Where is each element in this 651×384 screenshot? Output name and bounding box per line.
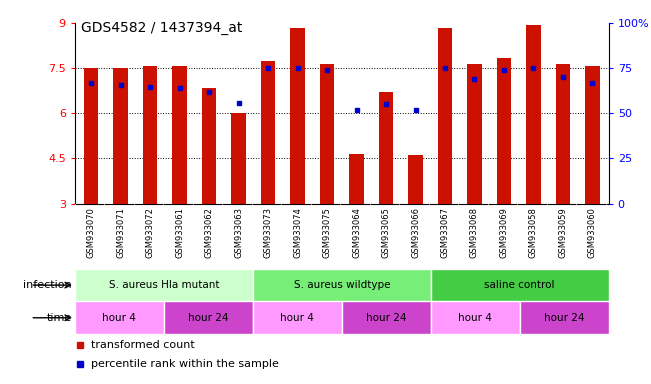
Text: GSM933062: GSM933062 <box>204 207 214 258</box>
Text: hour 4: hour 4 <box>102 313 136 323</box>
Text: GSM933068: GSM933068 <box>470 207 479 258</box>
Text: GSM933064: GSM933064 <box>352 207 361 258</box>
Bar <box>467 64 482 204</box>
Text: GSM933060: GSM933060 <box>588 207 597 258</box>
Bar <box>431 269 609 301</box>
Text: GSM933065: GSM933065 <box>381 207 391 258</box>
Bar <box>202 88 216 204</box>
Bar <box>519 301 609 334</box>
Text: infection: infection <box>23 280 72 290</box>
Text: hour 4: hour 4 <box>458 313 492 323</box>
Text: GSM933061: GSM933061 <box>175 207 184 258</box>
Bar <box>143 66 158 204</box>
Bar <box>585 66 600 204</box>
Text: GSM933070: GSM933070 <box>87 207 96 258</box>
Bar <box>260 61 275 204</box>
Bar <box>320 64 335 204</box>
Bar <box>164 301 253 334</box>
Text: transformed count: transformed count <box>91 339 195 350</box>
Text: percentile rank within the sample: percentile rank within the sample <box>91 359 279 369</box>
Bar <box>349 154 364 204</box>
Bar <box>342 301 431 334</box>
Bar <box>526 25 541 204</box>
Text: GSM933059: GSM933059 <box>559 207 568 258</box>
Bar <box>113 68 128 204</box>
Bar <box>75 269 253 301</box>
Text: hour 4: hour 4 <box>281 313 314 323</box>
Bar <box>173 66 187 204</box>
Bar <box>379 92 393 204</box>
Bar <box>253 301 342 334</box>
Bar <box>431 301 519 334</box>
Text: time: time <box>46 313 72 323</box>
Text: GSM933058: GSM933058 <box>529 207 538 258</box>
Text: GSM933066: GSM933066 <box>411 207 420 258</box>
Text: S. aureus Hla mutant: S. aureus Hla mutant <box>109 280 219 290</box>
Bar <box>437 28 452 204</box>
Text: hour 24: hour 24 <box>544 313 585 323</box>
Text: GSM933071: GSM933071 <box>116 207 125 258</box>
Bar <box>75 301 164 334</box>
Bar <box>497 58 511 204</box>
Text: GSM933075: GSM933075 <box>322 207 331 258</box>
Text: GSM933072: GSM933072 <box>146 207 154 258</box>
Text: GSM933067: GSM933067 <box>441 207 449 258</box>
Text: GSM933063: GSM933063 <box>234 207 243 258</box>
Bar <box>408 156 423 204</box>
Bar <box>253 269 431 301</box>
Text: saline control: saline control <box>484 280 555 290</box>
Text: hour 24: hour 24 <box>188 313 229 323</box>
Text: GSM933074: GSM933074 <box>293 207 302 258</box>
Text: GSM933069: GSM933069 <box>499 207 508 258</box>
Bar <box>290 28 305 204</box>
Text: S. aureus wildtype: S. aureus wildtype <box>294 280 390 290</box>
Bar <box>231 113 246 204</box>
Text: GDS4582 / 1437394_at: GDS4582 / 1437394_at <box>81 21 243 35</box>
Text: GSM933073: GSM933073 <box>264 207 273 258</box>
Text: hour 24: hour 24 <box>366 313 406 323</box>
Bar <box>555 64 570 204</box>
Bar <box>84 68 98 204</box>
